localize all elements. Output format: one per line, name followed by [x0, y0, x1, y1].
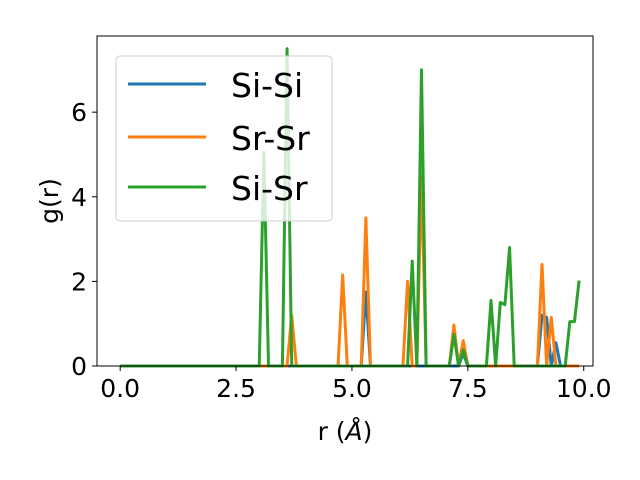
- x-tick-label: 5.0: [332, 374, 372, 403]
- y-tick-label: 4: [71, 183, 87, 212]
- y-tick-label: 0: [71, 352, 87, 381]
- x-axis-label-text: r (: [318, 417, 346, 446]
- legend-label-sr-sr: Sr-Sr: [231, 119, 310, 158]
- x-tick-label: 7.5: [448, 374, 488, 403]
- x-tick-label: 2.5: [216, 374, 256, 403]
- tick-layer: 0.0 2.5 5.0 7.5 10.0 0 2 4 6: [71, 98, 611, 403]
- legend-label-si-sr: Si-Sr: [231, 169, 308, 208]
- legend-box: [115, 55, 333, 222]
- plot-frame: [96, 35, 594, 367]
- x-axis-label-unit: Å: [344, 417, 363, 446]
- legend-label-si-si: Si-Si: [231, 66, 303, 105]
- y-tick-label: 2: [71, 267, 87, 296]
- y-axis-label: g(r): [35, 178, 64, 224]
- x-tick-label: 10.0: [556, 374, 612, 403]
- legend: Si-Si Sr-Sr Si-Sr: [115, 55, 333, 222]
- y-tick-label: 6: [71, 98, 87, 127]
- x-tick-label: 0.0: [100, 374, 140, 403]
- x-axis-label: r (Å): [318, 417, 373, 446]
- x-axis-label-close: ): [363, 417, 373, 446]
